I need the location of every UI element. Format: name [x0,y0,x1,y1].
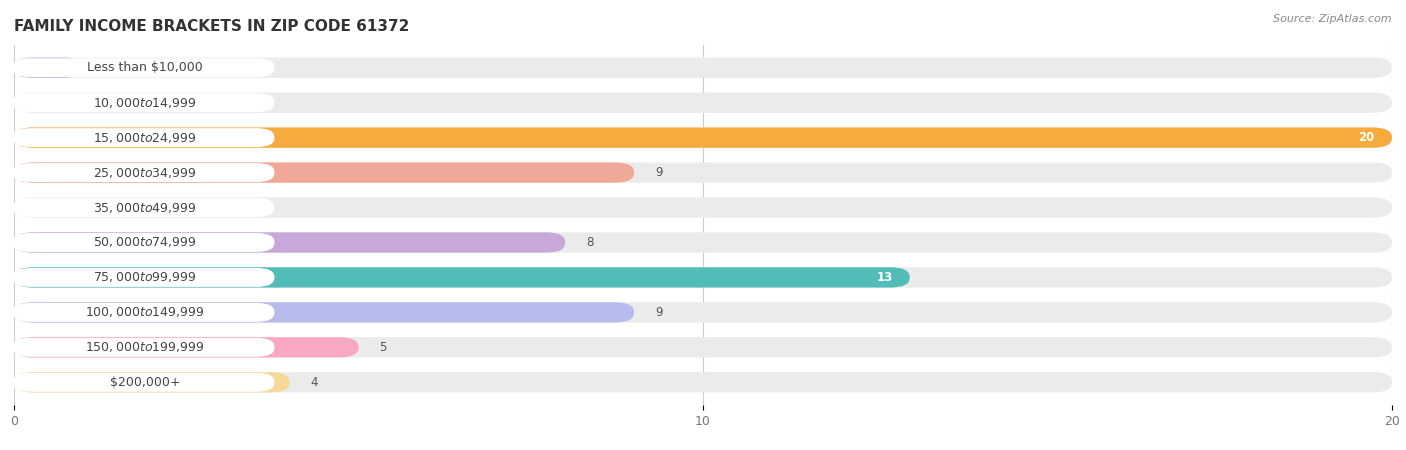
Text: $100,000 to $149,999: $100,000 to $149,999 [86,306,205,320]
Text: $150,000 to $199,999: $150,000 to $199,999 [86,340,205,354]
Text: 9: 9 [655,166,662,179]
Text: 1: 1 [104,61,111,74]
Text: 13: 13 [876,271,893,284]
Text: FAMILY INCOME BRACKETS IN ZIP CODE 61372: FAMILY INCOME BRACKETS IN ZIP CODE 61372 [14,19,409,34]
FancyBboxPatch shape [14,267,1392,288]
FancyBboxPatch shape [13,303,274,322]
FancyBboxPatch shape [14,302,634,323]
Text: 5: 5 [380,341,387,354]
Text: 20: 20 [1358,131,1375,144]
FancyBboxPatch shape [13,373,274,392]
FancyBboxPatch shape [13,58,274,77]
FancyBboxPatch shape [14,337,359,357]
Text: 4: 4 [311,376,318,389]
FancyBboxPatch shape [14,372,1392,392]
FancyBboxPatch shape [13,233,274,252]
Text: Source: ZipAtlas.com: Source: ZipAtlas.com [1274,14,1392,23]
Text: 0: 0 [42,201,49,214]
FancyBboxPatch shape [14,162,634,183]
FancyBboxPatch shape [14,337,1392,357]
Text: $15,000 to $24,999: $15,000 to $24,999 [93,130,197,144]
FancyBboxPatch shape [14,232,1392,252]
FancyBboxPatch shape [14,127,1392,148]
FancyBboxPatch shape [13,268,274,287]
Text: $25,000 to $34,999: $25,000 to $34,999 [93,166,197,180]
FancyBboxPatch shape [13,128,274,147]
Text: $10,000 to $14,999: $10,000 to $14,999 [93,96,197,110]
FancyBboxPatch shape [14,302,1392,323]
Text: 8: 8 [586,236,593,249]
FancyBboxPatch shape [13,93,274,112]
Text: Less than $10,000: Less than $10,000 [87,61,202,74]
FancyBboxPatch shape [13,338,274,357]
Text: $75,000 to $99,999: $75,000 to $99,999 [93,270,197,284]
FancyBboxPatch shape [14,58,83,78]
FancyBboxPatch shape [13,198,274,217]
FancyBboxPatch shape [14,372,290,392]
FancyBboxPatch shape [14,162,1392,183]
Text: 0: 0 [42,96,49,109]
FancyBboxPatch shape [14,58,1392,78]
FancyBboxPatch shape [14,127,1392,148]
FancyBboxPatch shape [14,93,1392,113]
Text: $200,000+: $200,000+ [110,376,180,389]
FancyBboxPatch shape [13,163,274,182]
Text: $35,000 to $49,999: $35,000 to $49,999 [93,201,197,215]
FancyBboxPatch shape [14,232,565,252]
Text: 9: 9 [655,306,662,319]
Text: $50,000 to $74,999: $50,000 to $74,999 [93,235,197,249]
FancyBboxPatch shape [14,267,910,288]
FancyBboxPatch shape [14,198,1392,218]
